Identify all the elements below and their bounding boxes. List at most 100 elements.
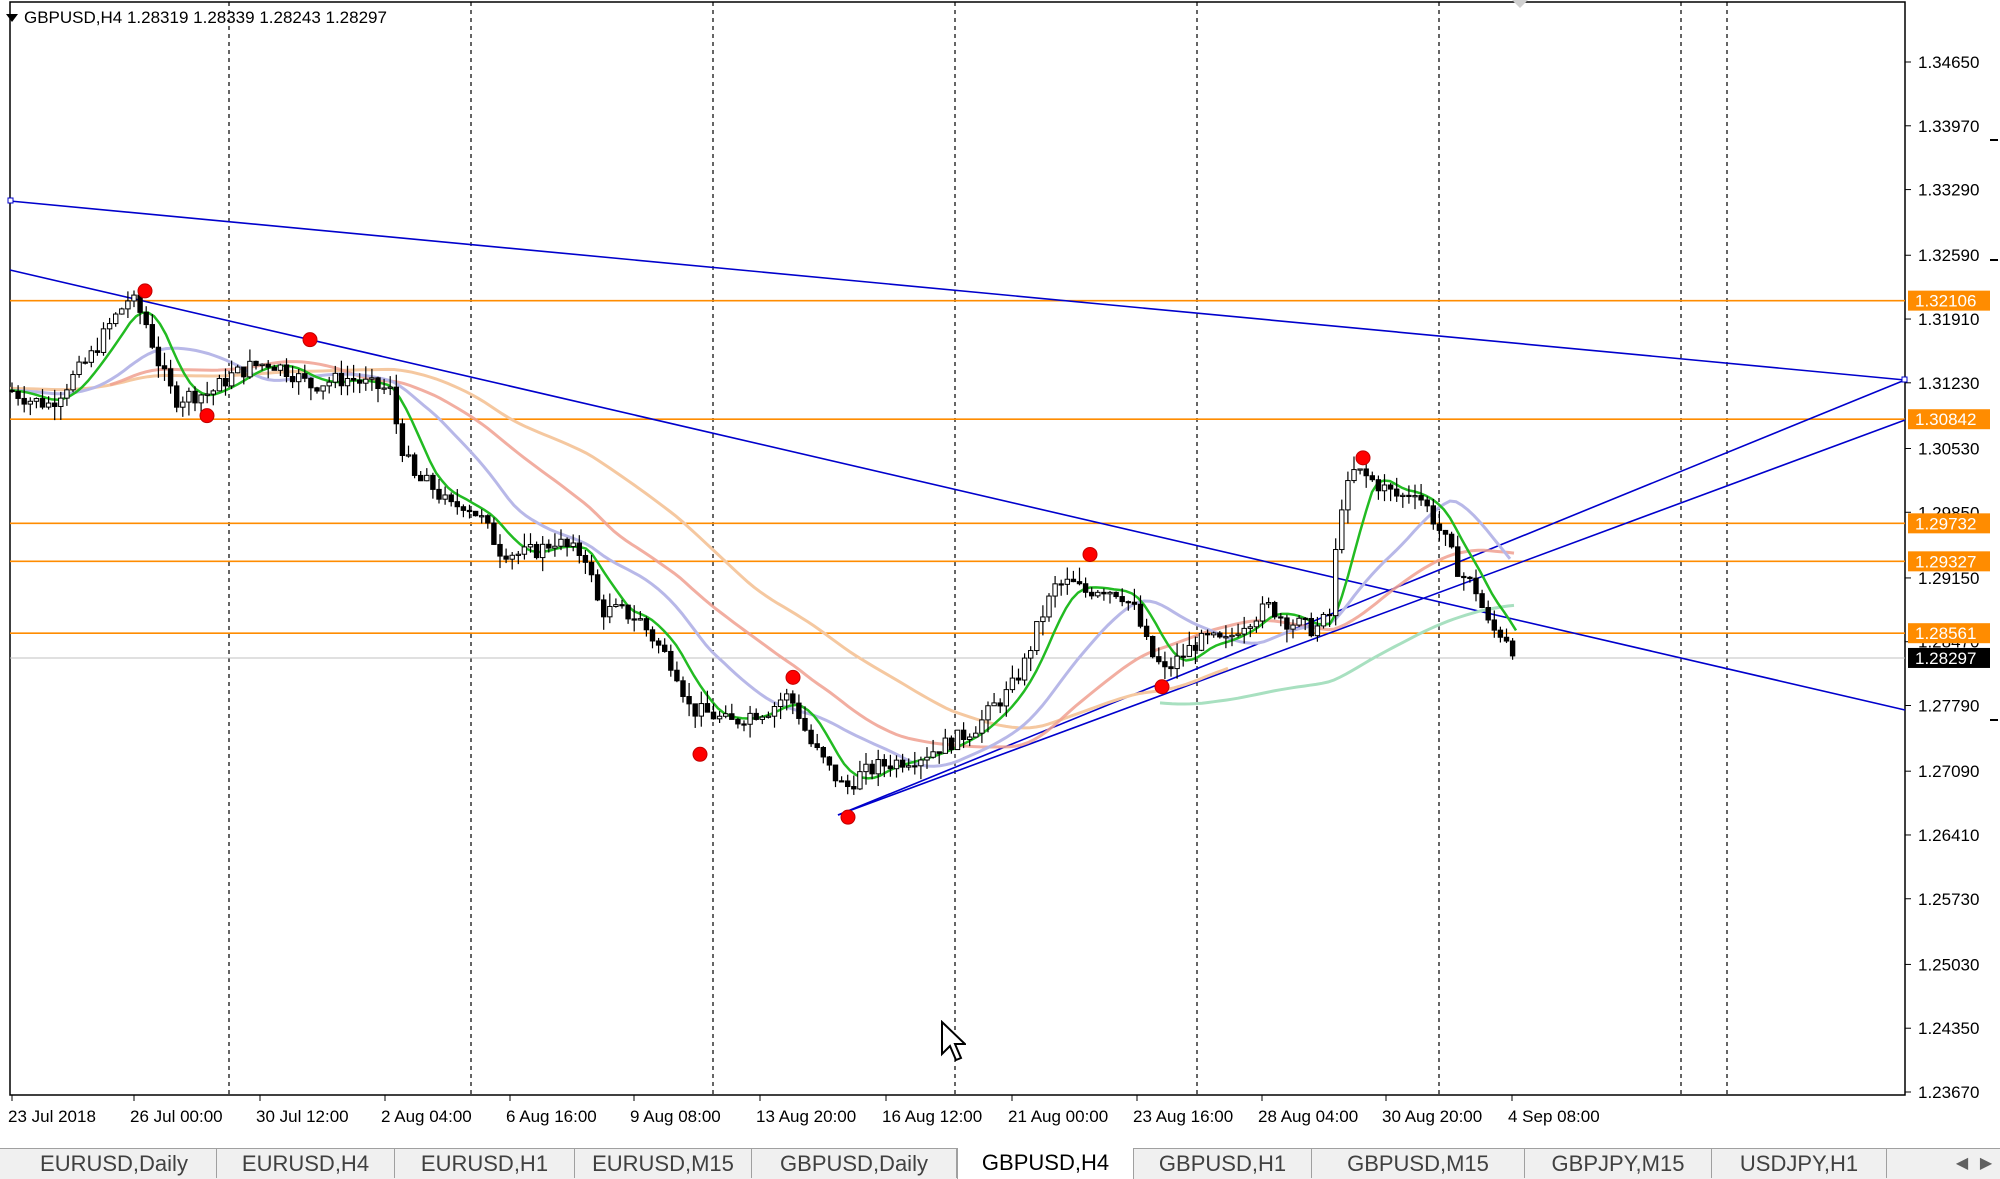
- candle-body: [1174, 655, 1180, 670]
- candle-body: [1503, 636, 1510, 642]
- tab-eurusd-m15[interactable]: EURUSD,M15: [575, 1149, 752, 1178]
- candle-body: [747, 712, 753, 725]
- candle-body: [259, 363, 265, 367]
- candle-body: [1156, 656, 1162, 663]
- candle-body: [637, 618, 643, 621]
- price-tag-box: [1908, 513, 1990, 534]
- candle-body: [906, 765, 912, 768]
- candle-body: [1339, 509, 1345, 551]
- candle-body: [741, 723, 747, 726]
- candle-body: [1082, 583, 1089, 593]
- candle-body: [1040, 616, 1046, 623]
- candle-body: [296, 373, 302, 383]
- candle-body: [692, 703, 698, 717]
- candle-body: [777, 699, 784, 708]
- candle-body: [631, 618, 637, 621]
- candle-body: [826, 756, 833, 766]
- candle-body: [985, 705, 991, 721]
- candle-body: [45, 402, 52, 408]
- candle-body: [893, 759, 900, 770]
- candle-body: [1070, 578, 1077, 583]
- candle-body: [479, 515, 485, 518]
- candle-body: [161, 365, 168, 370]
- candle-body: [680, 680, 686, 698]
- tab-scroll-right-icon[interactable]: ▶: [1979, 1155, 1993, 1172]
- candle-body: [1333, 549, 1339, 617]
- candle-body: [613, 604, 619, 607]
- candle-body: [302, 373, 308, 379]
- price-axis-label: 1.31910: [1918, 310, 1979, 329]
- candle-body: [1430, 505, 1436, 525]
- candle-body: [113, 313, 119, 325]
- candle-body: [326, 381, 332, 387]
- tab-eurusd-h4[interactable]: EURUSD,H4: [217, 1149, 395, 1178]
- candle-body: [619, 604, 625, 607]
- candle-body: [924, 756, 930, 761]
- candle-body: [82, 361, 88, 364]
- trendline: [9, 269, 1906, 711]
- time-axis-label: 23 Aug 16:00: [1133, 1107, 1233, 1126]
- candle-body: [649, 629, 656, 642]
- candle-body: [576, 542, 582, 556]
- candle-body: [838, 780, 845, 783]
- tab-gbpusd-m15[interactable]: GBPUSD,M15: [1312, 1149, 1525, 1178]
- tab-usdjpy-h1[interactable]: USDJPY,H1: [1712, 1149, 1887, 1178]
- candle-body: [1381, 484, 1388, 492]
- candle-body: [253, 360, 259, 367]
- candle-body: [1314, 625, 1321, 637]
- candle-body: [198, 394, 204, 404]
- price-chart[interactable]: 1.34650 1.33970 1.33290 1.32590 1.31910 1.312…: [0, 0, 2000, 1148]
- tab-eurusd-h1[interactable]: EURUSD,H1: [395, 1149, 575, 1178]
- dropdown-triangle-icon[interactable]: [6, 14, 18, 22]
- top-scroll-marker: [1512, 0, 1528, 8]
- candle-body: [1028, 650, 1034, 659]
- candle-body: [1387, 484, 1394, 490]
- tab-gbpusd-h1[interactable]: GBPUSD,H1: [1134, 1149, 1312, 1178]
- candle-body: [863, 763, 869, 773]
- candle-body: [1168, 666, 1174, 670]
- chart-area[interactable]: 1.34650 1.33970 1.33290 1.32590 1.31910 1.312…: [0, 0, 2000, 1148]
- candle-body: [625, 604, 631, 620]
- candle-body: [1162, 661, 1168, 668]
- candle-body: [1113, 591, 1119, 598]
- candle-body: [350, 378, 357, 381]
- candle-body: [723, 713, 729, 717]
- price-axis-label: 1.33970: [1918, 117, 1979, 136]
- candle-body: [88, 350, 94, 363]
- candle-body: [94, 350, 101, 353]
- tab-gbpusd-daily[interactable]: GBPUSD,Daily: [752, 1149, 957, 1178]
- price-tag-label: 1.29732: [1915, 514, 1976, 533]
- candle-body: [1448, 533, 1455, 548]
- symbol-header: GBPUSD,H4 1.28319 1.28339 1.28243 1.2829…: [6, 8, 387, 28]
- candle-body: [832, 764, 839, 782]
- candle-body: [912, 765, 918, 768]
- candle-body: [1137, 603, 1144, 627]
- candle-body: [533, 543, 540, 559]
- candle-body: [1375, 479, 1382, 492]
- tab-scroll-left-icon[interactable]: ◀: [1955, 1155, 1969, 1172]
- candle-body: [1296, 617, 1302, 626]
- candle-body: [271, 366, 278, 371]
- tab-eurusd-daily[interactable]: EURUSD,Daily: [12, 1149, 217, 1178]
- candle-body: [1021, 657, 1028, 681]
- candle-body: [430, 474, 436, 490]
- candle-body: [790, 693, 796, 704]
- candle-body: [1320, 613, 1327, 627]
- candle-body: [960, 729, 967, 740]
- price-tag-label: 1.28561: [1915, 624, 1976, 643]
- moving-average-fast: [9, 311, 1518, 780]
- candle-body: [1442, 529, 1449, 535]
- tab-gbpusd-h4[interactable]: GBPUSD,H4: [957, 1148, 1134, 1179]
- candle-body: [1223, 636, 1229, 639]
- moving-average-slow: [109, 360, 1515, 749]
- candle-body: [247, 360, 253, 378]
- candle-body: [503, 555, 509, 560]
- candle-body: [39, 398, 46, 408]
- candle-body: [1217, 632, 1223, 638]
- candle-body: [1009, 677, 1016, 691]
- candle-body: [1076, 581, 1083, 585]
- tab-gbpjpy-m15[interactable]: GBPJPY,M15: [1525, 1149, 1712, 1178]
- candle-body: [1095, 591, 1101, 597]
- moving-average-slowest: [9, 367, 1229, 730]
- trendline-anchor: [7, 197, 14, 204]
